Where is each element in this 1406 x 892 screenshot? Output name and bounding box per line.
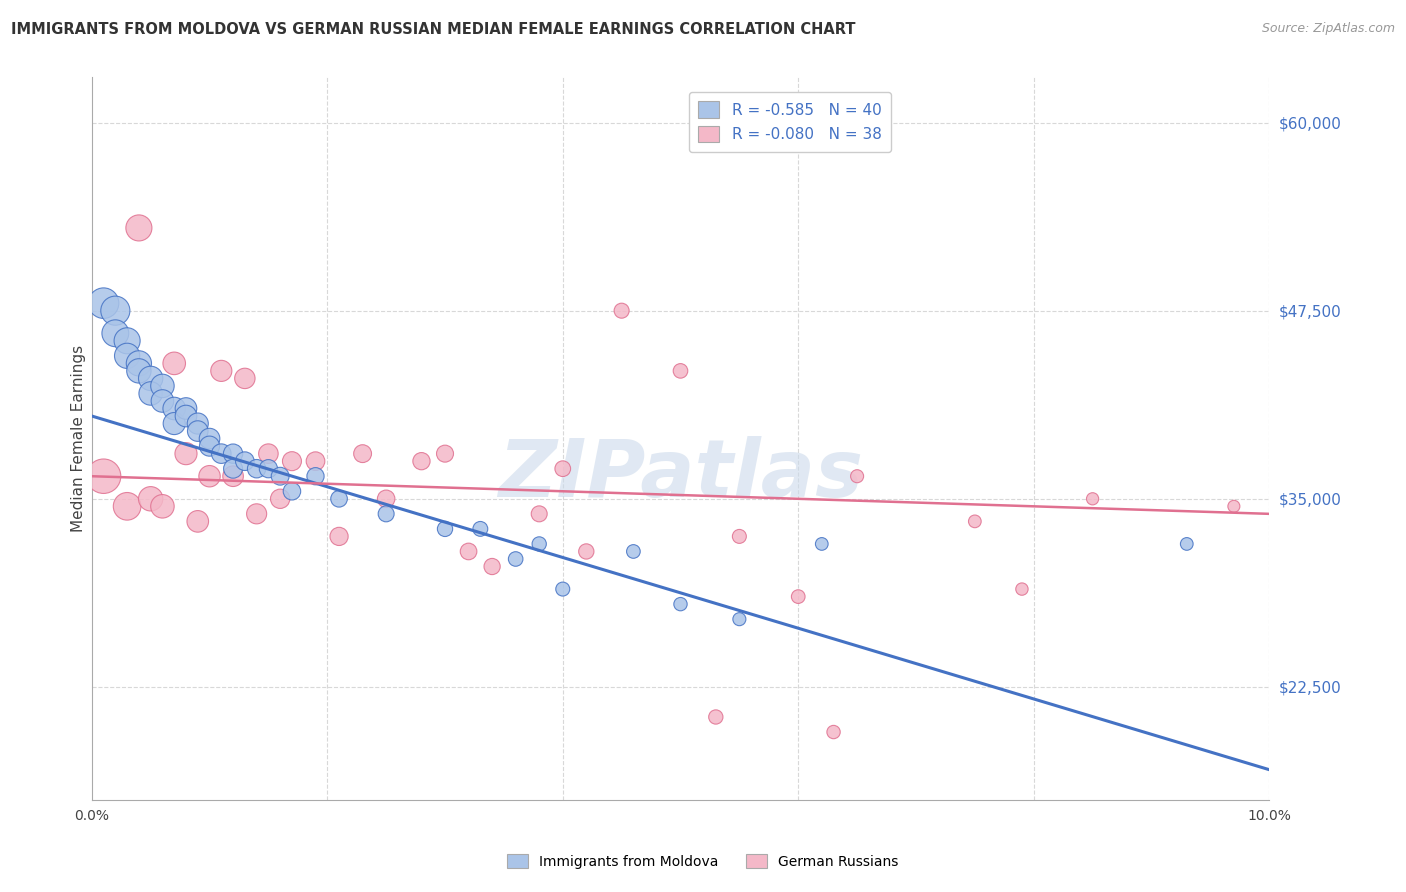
Point <box>139 386 162 401</box>
Point <box>610 303 633 318</box>
Point <box>246 507 269 521</box>
Point <box>152 500 174 514</box>
Point <box>704 710 727 724</box>
Point <box>198 432 221 446</box>
Point <box>846 469 869 483</box>
Point <box>209 364 232 378</box>
Point <box>115 500 138 514</box>
Point <box>621 544 644 558</box>
Point <box>187 417 209 431</box>
Point <box>187 424 209 438</box>
Point <box>128 356 150 370</box>
Point <box>246 461 269 475</box>
Text: ZIPatlas: ZIPatlas <box>498 435 863 514</box>
Point <box>1011 582 1033 596</box>
Point <box>152 379 174 393</box>
Point <box>963 514 986 528</box>
Point <box>1223 500 1246 514</box>
Point <box>128 364 150 378</box>
Point <box>233 371 256 385</box>
Point <box>281 454 304 468</box>
Point <box>187 514 209 528</box>
Point <box>457 544 479 558</box>
Point <box>115 334 138 348</box>
Point <box>222 447 245 461</box>
Point <box>551 461 574 475</box>
Point <box>823 725 845 739</box>
Point <box>304 469 326 483</box>
Legend: R = -0.585   N = 40, R = -0.080   N = 38: R = -0.585 N = 40, R = -0.080 N = 38 <box>689 92 890 152</box>
Point <box>505 552 527 566</box>
Point <box>104 326 127 341</box>
Point <box>198 469 221 483</box>
Point <box>551 582 574 596</box>
Point <box>115 349 138 363</box>
Point <box>93 296 115 310</box>
Point <box>304 454 326 468</box>
Point <box>269 469 291 483</box>
Point <box>669 364 692 378</box>
Point <box>481 559 503 574</box>
Legend: Immigrants from Moldova, German Russians: Immigrants from Moldova, German Russians <box>502 848 904 874</box>
Point <box>434 522 457 536</box>
Point <box>93 469 115 483</box>
Point <box>810 537 832 551</box>
Point <box>529 537 551 551</box>
Point <box>163 401 186 416</box>
Y-axis label: Median Female Earnings: Median Female Earnings <box>72 345 86 533</box>
Point <box>128 221 150 235</box>
Point <box>257 447 280 461</box>
Point <box>434 447 457 461</box>
Point <box>269 491 291 506</box>
Point <box>257 461 280 475</box>
Point <box>209 447 232 461</box>
Point <box>222 461 245 475</box>
Point <box>163 417 186 431</box>
Point <box>575 544 598 558</box>
Point <box>411 454 433 468</box>
Point <box>1175 537 1198 551</box>
Point <box>233 454 256 468</box>
Point <box>1081 491 1104 506</box>
Point <box>174 401 197 416</box>
Point <box>328 491 350 506</box>
Point <box>352 447 374 461</box>
Point <box>152 394 174 409</box>
Text: Source: ZipAtlas.com: Source: ZipAtlas.com <box>1261 22 1395 36</box>
Point <box>375 491 398 506</box>
Point <box>375 507 398 521</box>
Point <box>470 522 492 536</box>
Point <box>281 484 304 499</box>
Point <box>669 597 692 611</box>
Point <box>529 507 551 521</box>
Point <box>163 356 186 370</box>
Point <box>174 409 197 423</box>
Point <box>328 529 350 543</box>
Point <box>222 469 245 483</box>
Point <box>787 590 810 604</box>
Point <box>728 612 751 626</box>
Point <box>198 439 221 453</box>
Point <box>728 529 751 543</box>
Point <box>139 371 162 385</box>
Text: IMMIGRANTS FROM MOLDOVA VS GERMAN RUSSIAN MEDIAN FEMALE EARNINGS CORRELATION CHA: IMMIGRANTS FROM MOLDOVA VS GERMAN RUSSIA… <box>11 22 856 37</box>
Point <box>104 303 127 318</box>
Point <box>174 447 197 461</box>
Point <box>139 491 162 506</box>
